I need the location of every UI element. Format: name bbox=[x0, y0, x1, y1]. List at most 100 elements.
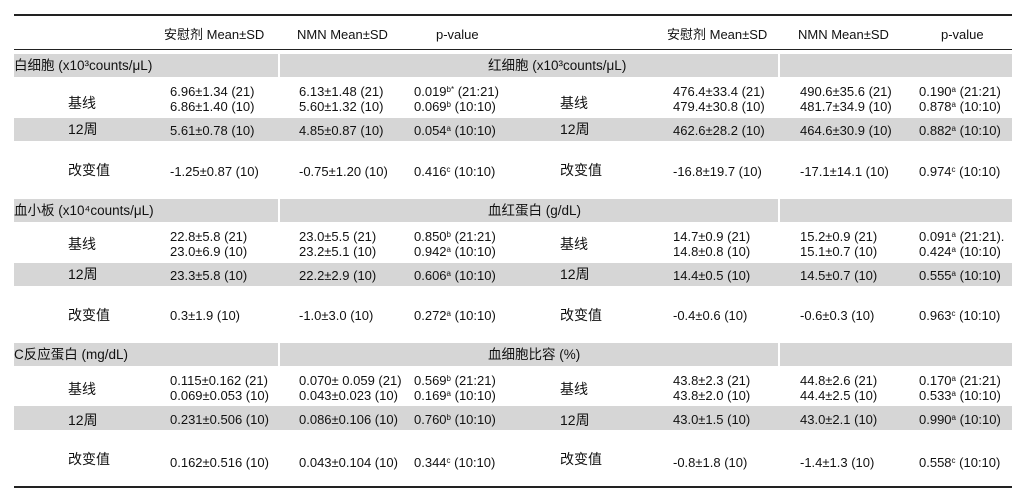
p-value-number: 0.555 bbox=[919, 268, 952, 283]
placebo-value: 6.96±1.34 (21) bbox=[170, 84, 255, 99]
nmn-value: 0.086±0.106 (10) bbox=[299, 412, 398, 427]
placebo-value: 0.162±0.516 (10) bbox=[170, 455, 269, 470]
nmn-value: 5.60±1.32 (10) bbox=[299, 99, 384, 114]
p-value-number: 0.019 bbox=[414, 84, 447, 99]
header-left-1: NMN Mean±SD bbox=[297, 27, 388, 42]
p-value-superscript: a bbox=[951, 413, 956, 422]
p-value-superscript: a bbox=[446, 245, 451, 254]
p-value: 0.169a (10:10) bbox=[414, 388, 496, 403]
placebo-value: 14.8±0.8 (10) bbox=[673, 244, 751, 259]
row-band bbox=[14, 263, 1012, 286]
p-value: 0.963c (10:10) bbox=[919, 308, 1000, 323]
placebo-value: 23.0±6.9 (10) bbox=[170, 244, 248, 259]
p-value-number: 0.606 bbox=[414, 268, 447, 283]
p-value-n: (10:10) bbox=[451, 268, 496, 283]
p-value: 0.424a (10:10) bbox=[919, 244, 1001, 259]
band-divider bbox=[778, 54, 780, 77]
p-value-superscript: a bbox=[446, 389, 451, 398]
p-value-superscript: c bbox=[446, 165, 451, 174]
p-value-n: (21:21) bbox=[956, 373, 1001, 388]
p-value-superscript: b bbox=[446, 374, 451, 383]
placebo-value: 0.3±1.9 (10) bbox=[170, 308, 241, 323]
p-value: 0.069b (10:10) bbox=[414, 99, 496, 114]
p-value-number: 0.990 bbox=[919, 412, 952, 427]
nmn-value: 490.6±35.6 (21) bbox=[800, 84, 892, 99]
nmn-value: 6.13±1.48 (21) bbox=[299, 84, 384, 99]
row-label: 12周 bbox=[560, 412, 590, 428]
p-value-n: (10:10) bbox=[956, 412, 1001, 427]
p-value-number: 0.942 bbox=[414, 244, 447, 259]
band-divider bbox=[278, 199, 280, 222]
p-value: 0.555a (10:10) bbox=[919, 268, 1001, 283]
header-right-2: p-value bbox=[941, 27, 984, 42]
row-label: 基线 bbox=[68, 95, 96, 111]
p-value-n: (10:10) bbox=[451, 123, 496, 138]
nmn-value: -1.4±1.3 (10) bbox=[800, 455, 875, 470]
row-band bbox=[14, 406, 1012, 430]
band-divider bbox=[778, 199, 780, 222]
nmn-value: 0.043±0.023 (10) bbox=[299, 388, 398, 403]
p-value: 0.091a (21:21). bbox=[919, 229, 1004, 244]
p-value: 0.569b (21:21) bbox=[414, 373, 496, 388]
row-label: 12周 bbox=[68, 121, 98, 137]
row-label: 改变值 bbox=[68, 162, 110, 178]
p-value-superscript: a bbox=[951, 245, 956, 254]
placebo-value: 14.4±0.5 (10) bbox=[673, 268, 751, 283]
p-value: 0.850b (21:21) bbox=[414, 229, 496, 244]
placebo-value: 479.4±30.8 (10) bbox=[673, 99, 765, 114]
p-value-n: (21:21). bbox=[956, 229, 1005, 244]
p-value-number: 0.974 bbox=[919, 164, 952, 179]
bottom-rule bbox=[14, 486, 1012, 488]
nmn-value: 44.4±2.5 (10) bbox=[800, 388, 878, 403]
p-value-n: (21:21) bbox=[451, 373, 496, 388]
nmn-value: 23.2±5.1 (10) bbox=[299, 244, 377, 259]
p-value-n: (10:10) bbox=[451, 412, 496, 427]
p-value-n: (10:10) bbox=[451, 244, 496, 259]
header-left-2: p-value bbox=[436, 27, 479, 42]
nmn-value: 43.0±2.1 (10) bbox=[800, 412, 878, 427]
section-title-left: 白细胞 (x10³counts/μL) bbox=[14, 58, 153, 73]
nmn-value: -17.1±14.1 (10) bbox=[800, 164, 889, 179]
p-value-number: 0.169 bbox=[414, 388, 447, 403]
p-value-superscript: c bbox=[951, 165, 956, 174]
p-value-n: (21:21) bbox=[454, 84, 499, 99]
nmn-value: -0.6±0.3 (10) bbox=[800, 308, 875, 323]
row-label: 改变值 bbox=[68, 451, 110, 467]
p-value-superscript: a bbox=[446, 269, 451, 278]
p-value-superscript: b bbox=[446, 100, 451, 109]
row-label: 改变值 bbox=[560, 307, 602, 323]
row-label: 基线 bbox=[68, 381, 96, 397]
p-value: 0.990a (10:10) bbox=[919, 412, 1001, 427]
p-value-superscript: a bbox=[446, 124, 451, 133]
row-label: 12周 bbox=[560, 121, 590, 137]
section-title-right: 红细胞 (x10³counts/μL) bbox=[488, 58, 627, 73]
p-value-superscript: a bbox=[951, 100, 956, 109]
placebo-value: 5.61±0.78 (10) bbox=[170, 123, 255, 138]
placebo-value: 0.231±0.506 (10) bbox=[170, 412, 269, 427]
p-value-number: 0.054 bbox=[414, 123, 447, 138]
p-value-number: 0.533 bbox=[919, 388, 952, 403]
p-value-superscript: c bbox=[951, 309, 956, 318]
p-value-n: (10:10) bbox=[955, 164, 1001, 179]
p-value-number: 0.416 bbox=[414, 164, 447, 179]
p-value-n: (10:10) bbox=[451, 308, 496, 323]
p-value: 0.533a (10:10) bbox=[919, 388, 1001, 403]
nmn-value: 464.6±30.9 (10) bbox=[800, 123, 892, 138]
p-value: 0.170a (21:21) bbox=[919, 373, 1001, 388]
p-value-n: (21:21) bbox=[451, 229, 496, 244]
p-value-superscript: b* bbox=[446, 85, 455, 94]
placebo-value: 462.6±28.2 (10) bbox=[673, 123, 765, 138]
p-value: 0.760b (10:10) bbox=[414, 412, 496, 427]
section-title-right: 血红蛋白 (g/dL) bbox=[488, 203, 582, 218]
p-value-number: 0.424 bbox=[919, 244, 952, 259]
p-value-n: (21:21) bbox=[956, 84, 1001, 99]
p-value-superscript: b bbox=[446, 230, 451, 239]
row-label: 12周 bbox=[68, 412, 98, 428]
p-value-superscript: c bbox=[446, 456, 451, 465]
placebo-value: 6.86±1.40 (10) bbox=[170, 99, 255, 114]
p-value-number: 0.272 bbox=[414, 308, 447, 323]
p-value-number: 0.170 bbox=[919, 373, 952, 388]
p-value: 0.344c (10:10) bbox=[414, 455, 495, 470]
row-label: 基线 bbox=[560, 381, 588, 397]
p-value-n: (10:10) bbox=[955, 308, 1001, 323]
